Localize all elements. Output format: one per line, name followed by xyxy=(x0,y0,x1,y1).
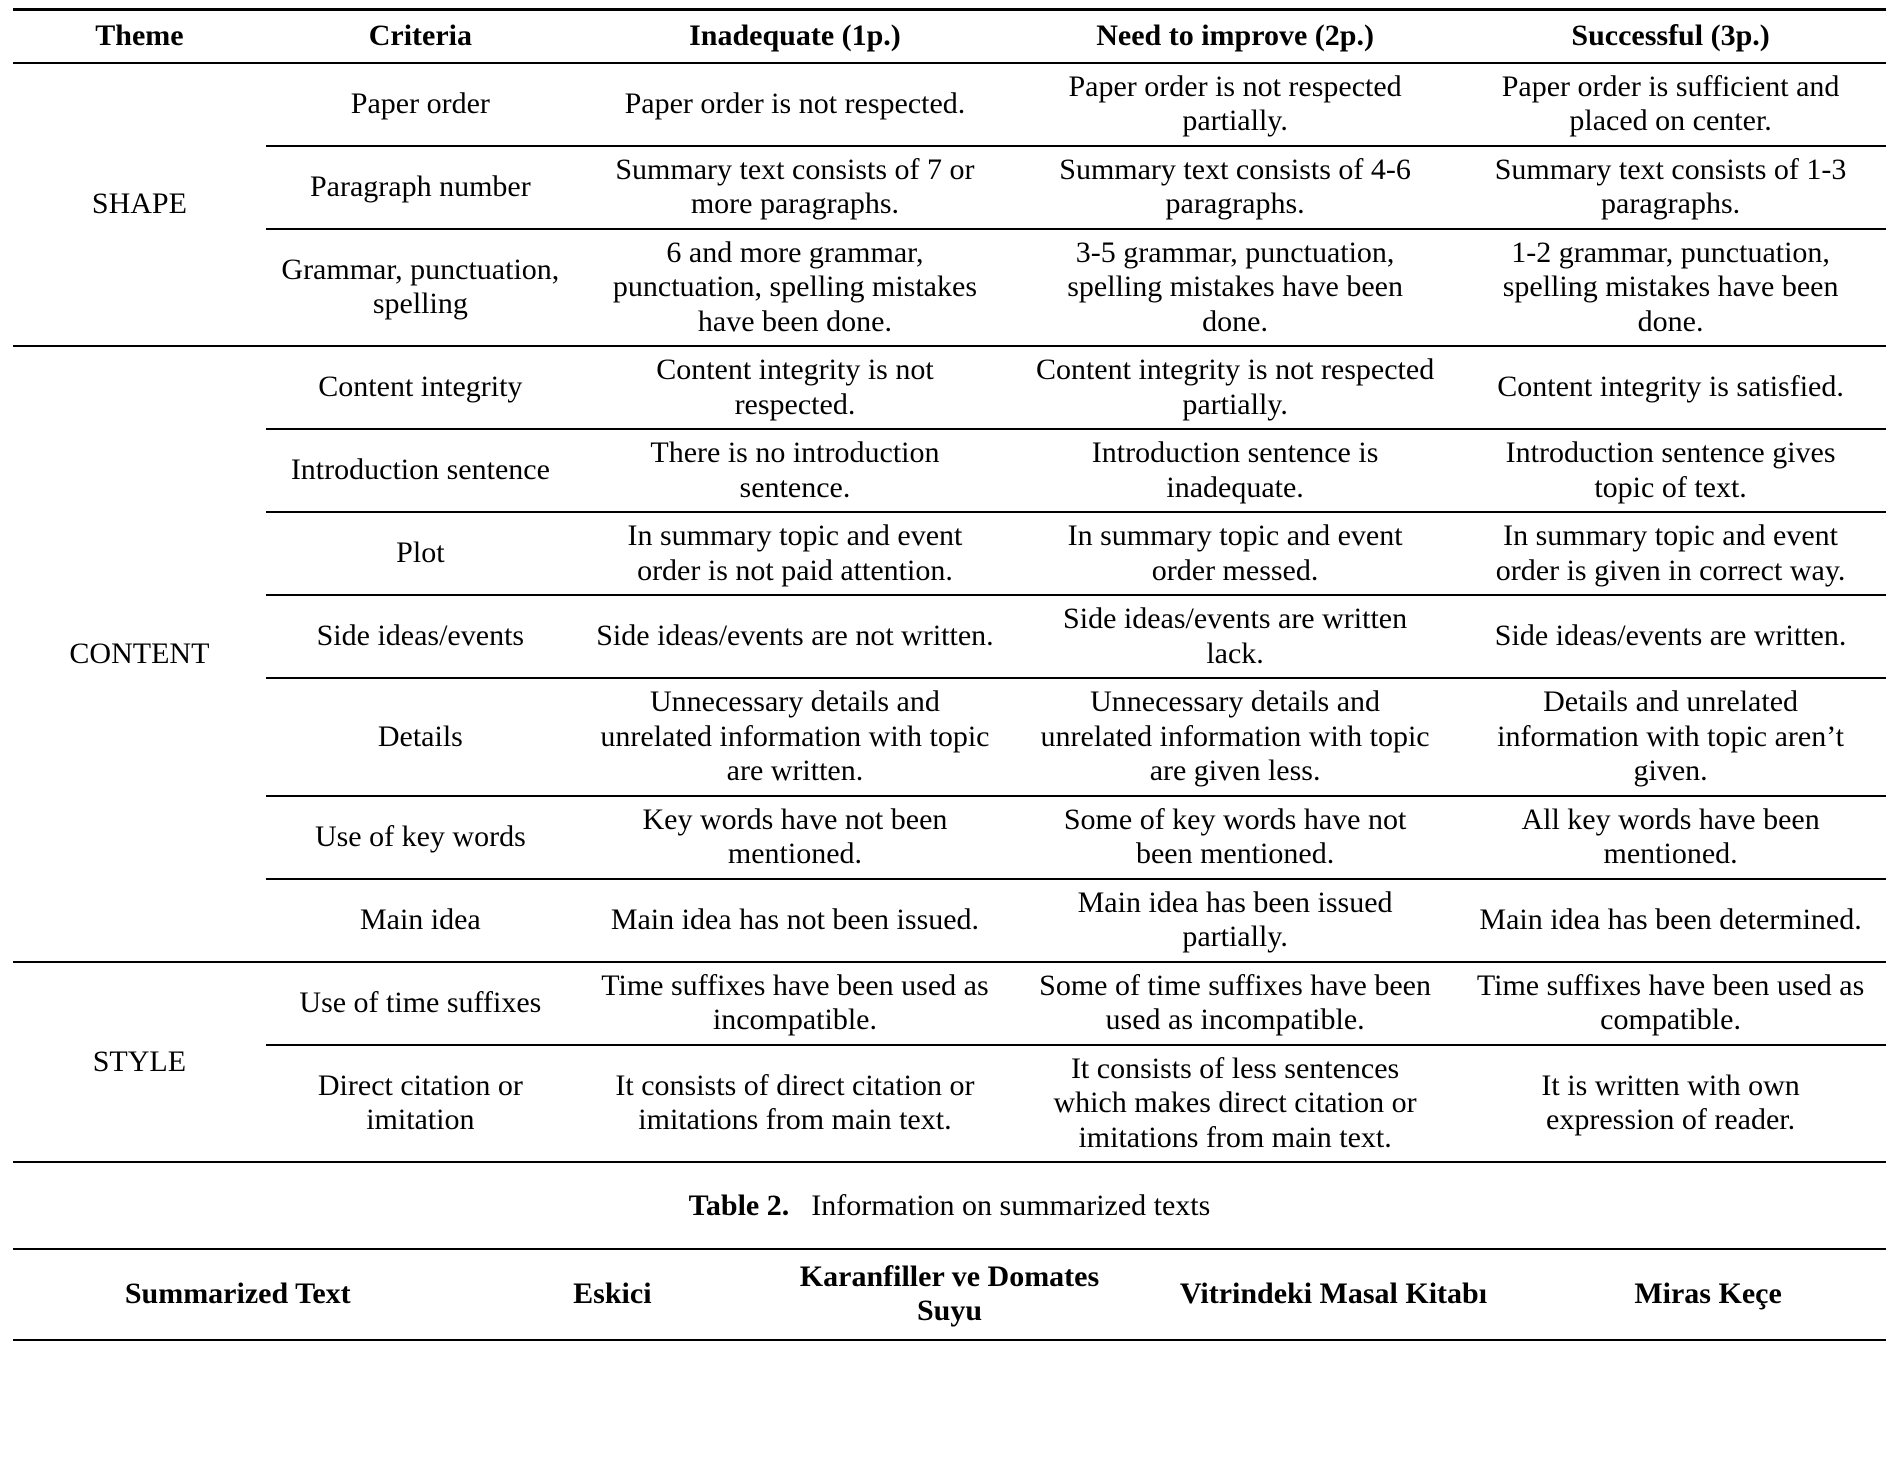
improve-cell: Unnecessary details and unrelated inform… xyxy=(1015,677,1456,796)
header-vitrindeki: Vitrindeki Masal Kitabı xyxy=(1179,1276,1488,1310)
inadequate-cell: Time suffixes have been used as incompat… xyxy=(574,960,1016,1045)
rubric-body: SHAPE Paper order Paper order is not respe… xyxy=(13,61,1886,1162)
improve-cell: Paper order is not respected partially. xyxy=(1015,61,1456,146)
successful-cell: 1-2 grammar, punctuation, spelling mista… xyxy=(1455,227,1886,346)
inadequate-cell: Unnecessary details and unrelated inform… xyxy=(574,677,1016,796)
criteria-cell: Plot xyxy=(265,511,575,595)
criteria-cell: Direct citation or imitation xyxy=(265,1043,575,1162)
improve-cell: Side ideas/events are written lack. xyxy=(1015,594,1456,678)
rubric-row: Paragraph number Summary text consists of… xyxy=(13,144,1886,229)
inadequate-cell: In summary topic and event order is not … xyxy=(574,511,1016,595)
rubric-table: Theme Criteria Inadequate (1p.) Need to … xyxy=(13,8,1886,1163)
rubric-row: STYLE Use of time suffixes Time suffixes h… xyxy=(13,960,1886,1162)
inadequate-cell: There is no introduction sentence. xyxy=(574,428,1016,512)
successful-cell: All key words have been mentioned. xyxy=(1455,794,1886,879)
successful-cell: Time suffixes have been used as compatib… xyxy=(1455,960,1886,1045)
successful-cell: Paper order is sufficient and placed on … xyxy=(1455,61,1886,146)
rubric-row: Use of key words Key words have not been … xyxy=(13,794,1886,879)
inadequate-cell: Main idea has not been issued. xyxy=(574,877,1016,962)
improve-cell: 3-5 grammar, punctuation, spelling mista… xyxy=(1015,227,1456,346)
inadequate-cell: Paper order is not respected. xyxy=(574,61,1016,146)
rubric-row: Plot In summary topic and event order is … xyxy=(13,511,1886,595)
successful-cell: Main idea has been determined. xyxy=(1455,877,1886,962)
criteria-cell: Paragraph number xyxy=(265,144,575,229)
header-successful: Successful (3p.) xyxy=(1455,9,1886,64)
table2-caption-label: Table 2. xyxy=(688,1189,790,1222)
header-criteria: Criteria xyxy=(265,9,575,64)
successful-cell: It is written with own expression of rea… xyxy=(1455,1043,1886,1162)
theme-cell: STYLE xyxy=(13,960,266,1162)
header-need-to-improve: Need to improve (2p.) xyxy=(1015,9,1456,64)
rubric-header-row: Theme Criteria Inadequate (1p.) Need to … xyxy=(13,9,1886,64)
criteria-cell: Main idea xyxy=(265,877,575,962)
criteria-cell: Use of key words xyxy=(265,794,575,879)
improve-cell: Main idea has been issued partially. xyxy=(1015,877,1456,962)
header-theme: Theme xyxy=(13,9,266,64)
texts-table: Summarized Text Eskici Karanfiller ve Do… xyxy=(13,1247,1886,1341)
header-karanfiller: Karanfiller ve Domates Suyu xyxy=(799,1259,1100,1328)
header-inadequate: Inadequate (1p.) xyxy=(574,9,1016,64)
rubric-row: Grammar, punctuation, spelling 6 and more… xyxy=(13,227,1886,346)
improve-cell: Content integrity is not respected parti… xyxy=(1015,345,1456,429)
header-eskici: Eskici xyxy=(573,1276,652,1310)
rubric-row: Direct citation or imitation It consists … xyxy=(13,1043,1886,1162)
rubric-row: CONTENT Content integrity Content integrit… xyxy=(13,345,1886,962)
table2-caption: Table 2. Information on summarized texts xyxy=(13,1189,1886,1224)
theme-cell: SHAPE xyxy=(13,61,266,346)
criteria-cell: Details xyxy=(265,677,575,796)
improve-cell: It consists of less sentences which make… xyxy=(1015,1043,1456,1162)
header-summarized-text: Summarized Text xyxy=(124,1276,351,1310)
theme-cell: CONTENT xyxy=(13,345,266,962)
inadequate-cell: 6 and more grammar, punctuation, spellin… xyxy=(574,227,1016,346)
successful-cell: Content integrity is satisfied. xyxy=(1455,345,1886,429)
criteria-cell: Use of time suffixes xyxy=(265,960,575,1045)
successful-cell: In summary topic and event order is give… xyxy=(1455,511,1886,595)
improve-cell: In summary topic and event order messed. xyxy=(1015,511,1456,595)
successful-cell: Introduction sentence gives topic of tex… xyxy=(1455,428,1886,512)
successful-cell: Summary text consists of 1-3 paragraphs. xyxy=(1455,144,1886,229)
inadequate-cell: It consists of direct citation or imitat… xyxy=(574,1043,1016,1162)
successful-cell: Details and unrelated information with t… xyxy=(1455,677,1886,796)
criteria-cell: Introduction sentence xyxy=(265,428,575,512)
criteria-cell: Grammar, punctuation, spelling xyxy=(265,227,575,346)
improve-cell: Introduction sentence is inadequate. xyxy=(1015,428,1456,512)
improve-cell: Some of key words have not been mentione… xyxy=(1015,794,1456,879)
inadequate-cell: Side ideas/events are not written. xyxy=(574,594,1016,678)
inadequate-cell: Summary text consists of 7 or more parag… xyxy=(574,144,1016,229)
improve-cell: Some of time suffixes have been used as … xyxy=(1015,960,1456,1045)
texts-header-row: Summarized Text Eskici Karanfiller ve Do… xyxy=(13,1249,1886,1340)
inadequate-cell: Content integrity is not respected. xyxy=(574,345,1016,429)
successful-cell: Side ideas/events are written. xyxy=(1455,594,1886,678)
criteria-cell: Content integrity xyxy=(265,345,575,429)
rubric-row: Introduction sentence There is no introdu… xyxy=(13,428,1886,512)
rubric-row: Details Unnecessary details and unrelated… xyxy=(13,677,1886,796)
inadequate-cell: Key words have not been mentioned. xyxy=(574,794,1016,879)
rubric-row: Main idea Main idea has not been issued. M… xyxy=(13,877,1886,962)
rubric-row: SHAPE Paper order Paper order is not respe… xyxy=(13,61,1886,346)
table2-caption-text: Information on summarized texts xyxy=(811,1189,1211,1222)
rubric-row: Side ideas/events Side ideas/events are n… xyxy=(13,594,1886,678)
criteria-cell: Side ideas/events xyxy=(265,594,575,678)
criteria-cell: Paper order xyxy=(265,61,575,146)
header-miras-kece: Miras Keçe xyxy=(1634,1276,1782,1310)
improve-cell: Summary text consists of 4-6 paragraphs. xyxy=(1015,144,1456,229)
